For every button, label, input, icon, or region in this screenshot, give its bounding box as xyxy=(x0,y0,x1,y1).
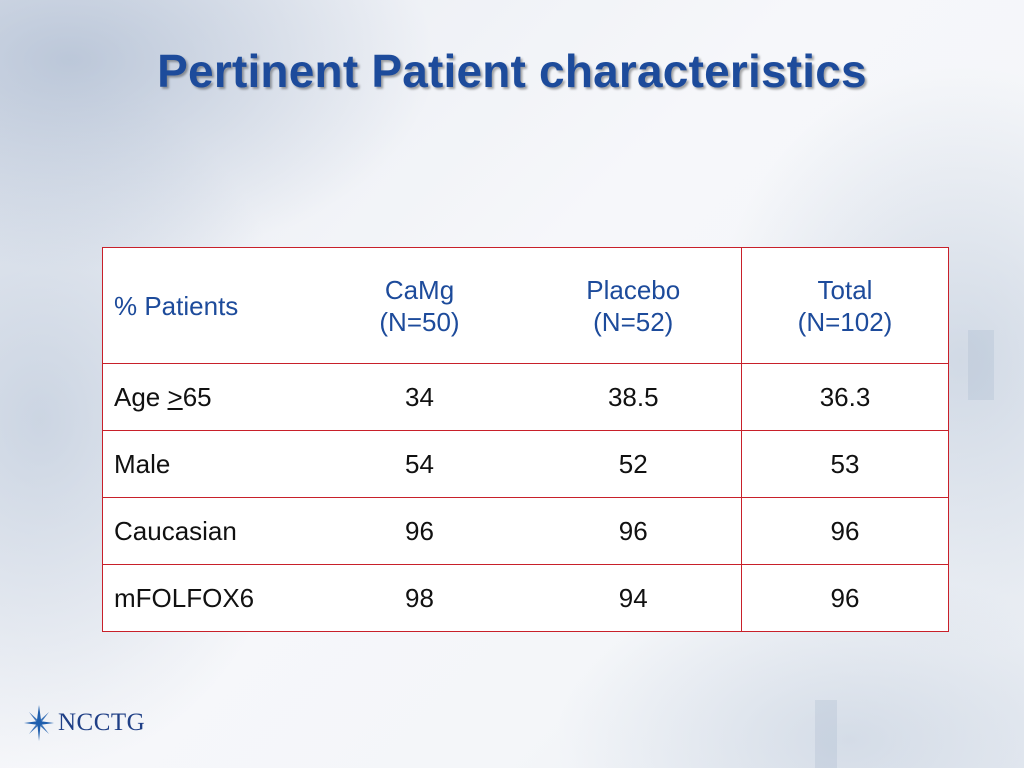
header-total-name: Total xyxy=(817,274,873,305)
ncctg-logo: NCCTG xyxy=(22,703,145,743)
cell-value: 52 xyxy=(525,430,742,498)
cell-value: 54 xyxy=(313,430,526,498)
greater-equal-symbol: > xyxy=(167,381,183,412)
patient-characteristics-table: % Patients CaMg (N=50) Placebo (N=52) To… xyxy=(102,247,949,632)
header-camg-n: (N=50) xyxy=(379,306,460,337)
row-label-age-prefix: Age xyxy=(114,381,168,412)
background-decoration xyxy=(815,700,837,768)
row-label-male: Male xyxy=(102,430,314,498)
header-placebo-name: Placebo xyxy=(586,274,681,305)
cell-value: 96 xyxy=(741,497,949,565)
cell-value: 53 xyxy=(741,430,949,498)
header-camg: CaMg (N=50) xyxy=(313,247,526,364)
table-row: Male 54 52 53 xyxy=(102,430,949,498)
cell-value: 96 xyxy=(741,564,949,632)
header-placebo: Placebo (N=52) xyxy=(525,247,742,364)
header-total: Total (N=102) xyxy=(741,247,949,364)
cell-value: 94 xyxy=(525,564,742,632)
cell-value: 34 xyxy=(313,363,526,431)
cell-value: 36.3 xyxy=(741,363,949,431)
row-label-age: Age >65 xyxy=(102,363,314,431)
table-header-row: % Patients CaMg (N=50) Placebo (N=52) To… xyxy=(102,247,949,364)
cell-value: 96 xyxy=(525,497,742,565)
cell-value: 38.5 xyxy=(525,363,742,431)
header-placebo-n: (N=52) xyxy=(593,306,674,337)
header-row-label: % Patients xyxy=(102,247,314,364)
slide-title: Pertinent Patient characteristics xyxy=(157,45,867,97)
table-row: mFOLFOX6 98 94 96 xyxy=(102,564,949,632)
header-camg-name: CaMg xyxy=(384,274,455,305)
row-label-caucasian: Caucasian xyxy=(102,497,314,565)
star-icon xyxy=(24,705,54,741)
table-row: Age >65 34 38.5 36.3 xyxy=(102,363,949,431)
table-row: Caucasian 96 96 96 xyxy=(102,497,949,565)
row-label-age-suffix: 65 xyxy=(182,381,212,412)
cell-value: 98 xyxy=(313,564,526,632)
row-label-mfolfox6: mFOLFOX6 xyxy=(102,564,314,632)
background-decoration xyxy=(968,330,994,400)
cell-value: 96 xyxy=(313,497,526,565)
header-total-n: (N=102) xyxy=(797,306,893,337)
logo-text: NCCTG xyxy=(58,709,146,736)
